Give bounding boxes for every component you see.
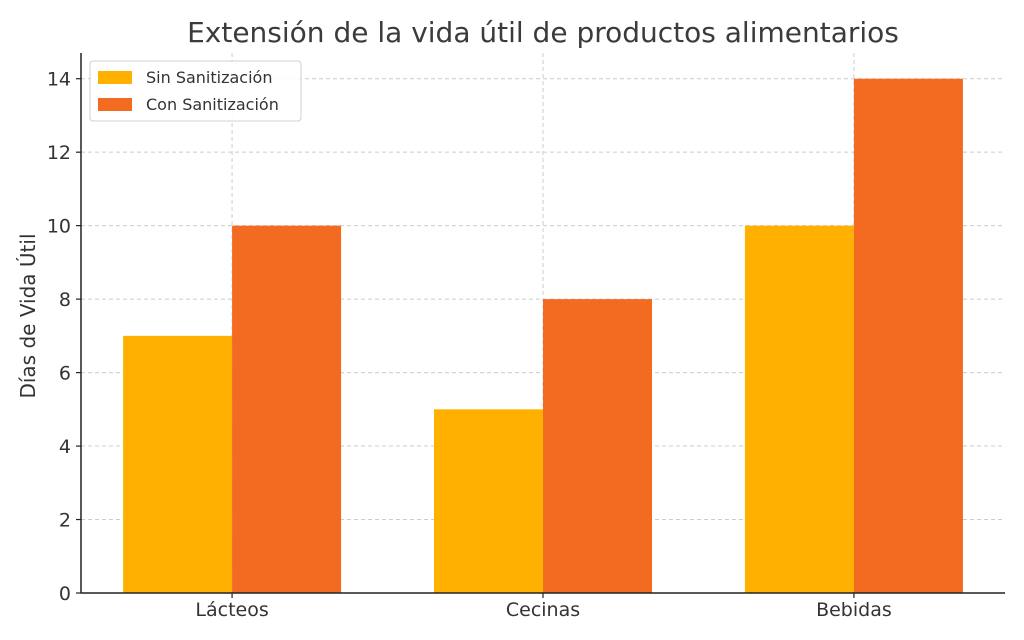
x-tick-label-1: Cecinas <box>506 599 580 621</box>
legend-label-0: Sin Sanitización <box>146 68 272 87</box>
legend-swatch-0 <box>98 71 132 84</box>
x-tick-label-2: Bebidas <box>816 599 892 621</box>
bars <box>123 78 963 593</box>
bar-lácteos-series-1 <box>232 225 342 593</box>
legend-label-1: Con Sanitización <box>146 95 279 114</box>
chart-title: Extensión de la vida útil de productos a… <box>187 16 899 49</box>
legend-box <box>89 60 302 122</box>
y-tick-label-1: 2 <box>59 510 71 532</box>
y-tick-label-3: 6 <box>59 363 71 385</box>
legend: Sin Sanitización Con Sanitización <box>89 60 302 122</box>
y-tick-label-7: 14 <box>47 69 71 91</box>
y-tick-label-0: 0 <box>59 583 71 605</box>
y-axis-label: Días de Vida Útil <box>16 233 40 398</box>
y-tick-label-4: 8 <box>59 289 71 311</box>
bar-bebidas-series-0 <box>744 225 854 593</box>
bar-lácteos-series-0 <box>123 335 233 593</box>
bar-cecinas-series-1 <box>543 299 652 593</box>
x-tick-label-0: Lácteos <box>195 599 268 621</box>
y-tick-label-6: 12 <box>47 142 71 164</box>
bar-bebidas-series-1 <box>853 78 963 593</box>
ticks: 0 2 4 6 8 10 12 14 Lácteos Cecinas Bebidas <box>47 69 892 621</box>
legend-swatch-1 <box>98 98 132 111</box>
y-tick-label-2: 4 <box>59 436 71 458</box>
bar-cecinas-series-0 <box>434 409 543 593</box>
y-tick-label-5: 10 <box>47 216 71 238</box>
